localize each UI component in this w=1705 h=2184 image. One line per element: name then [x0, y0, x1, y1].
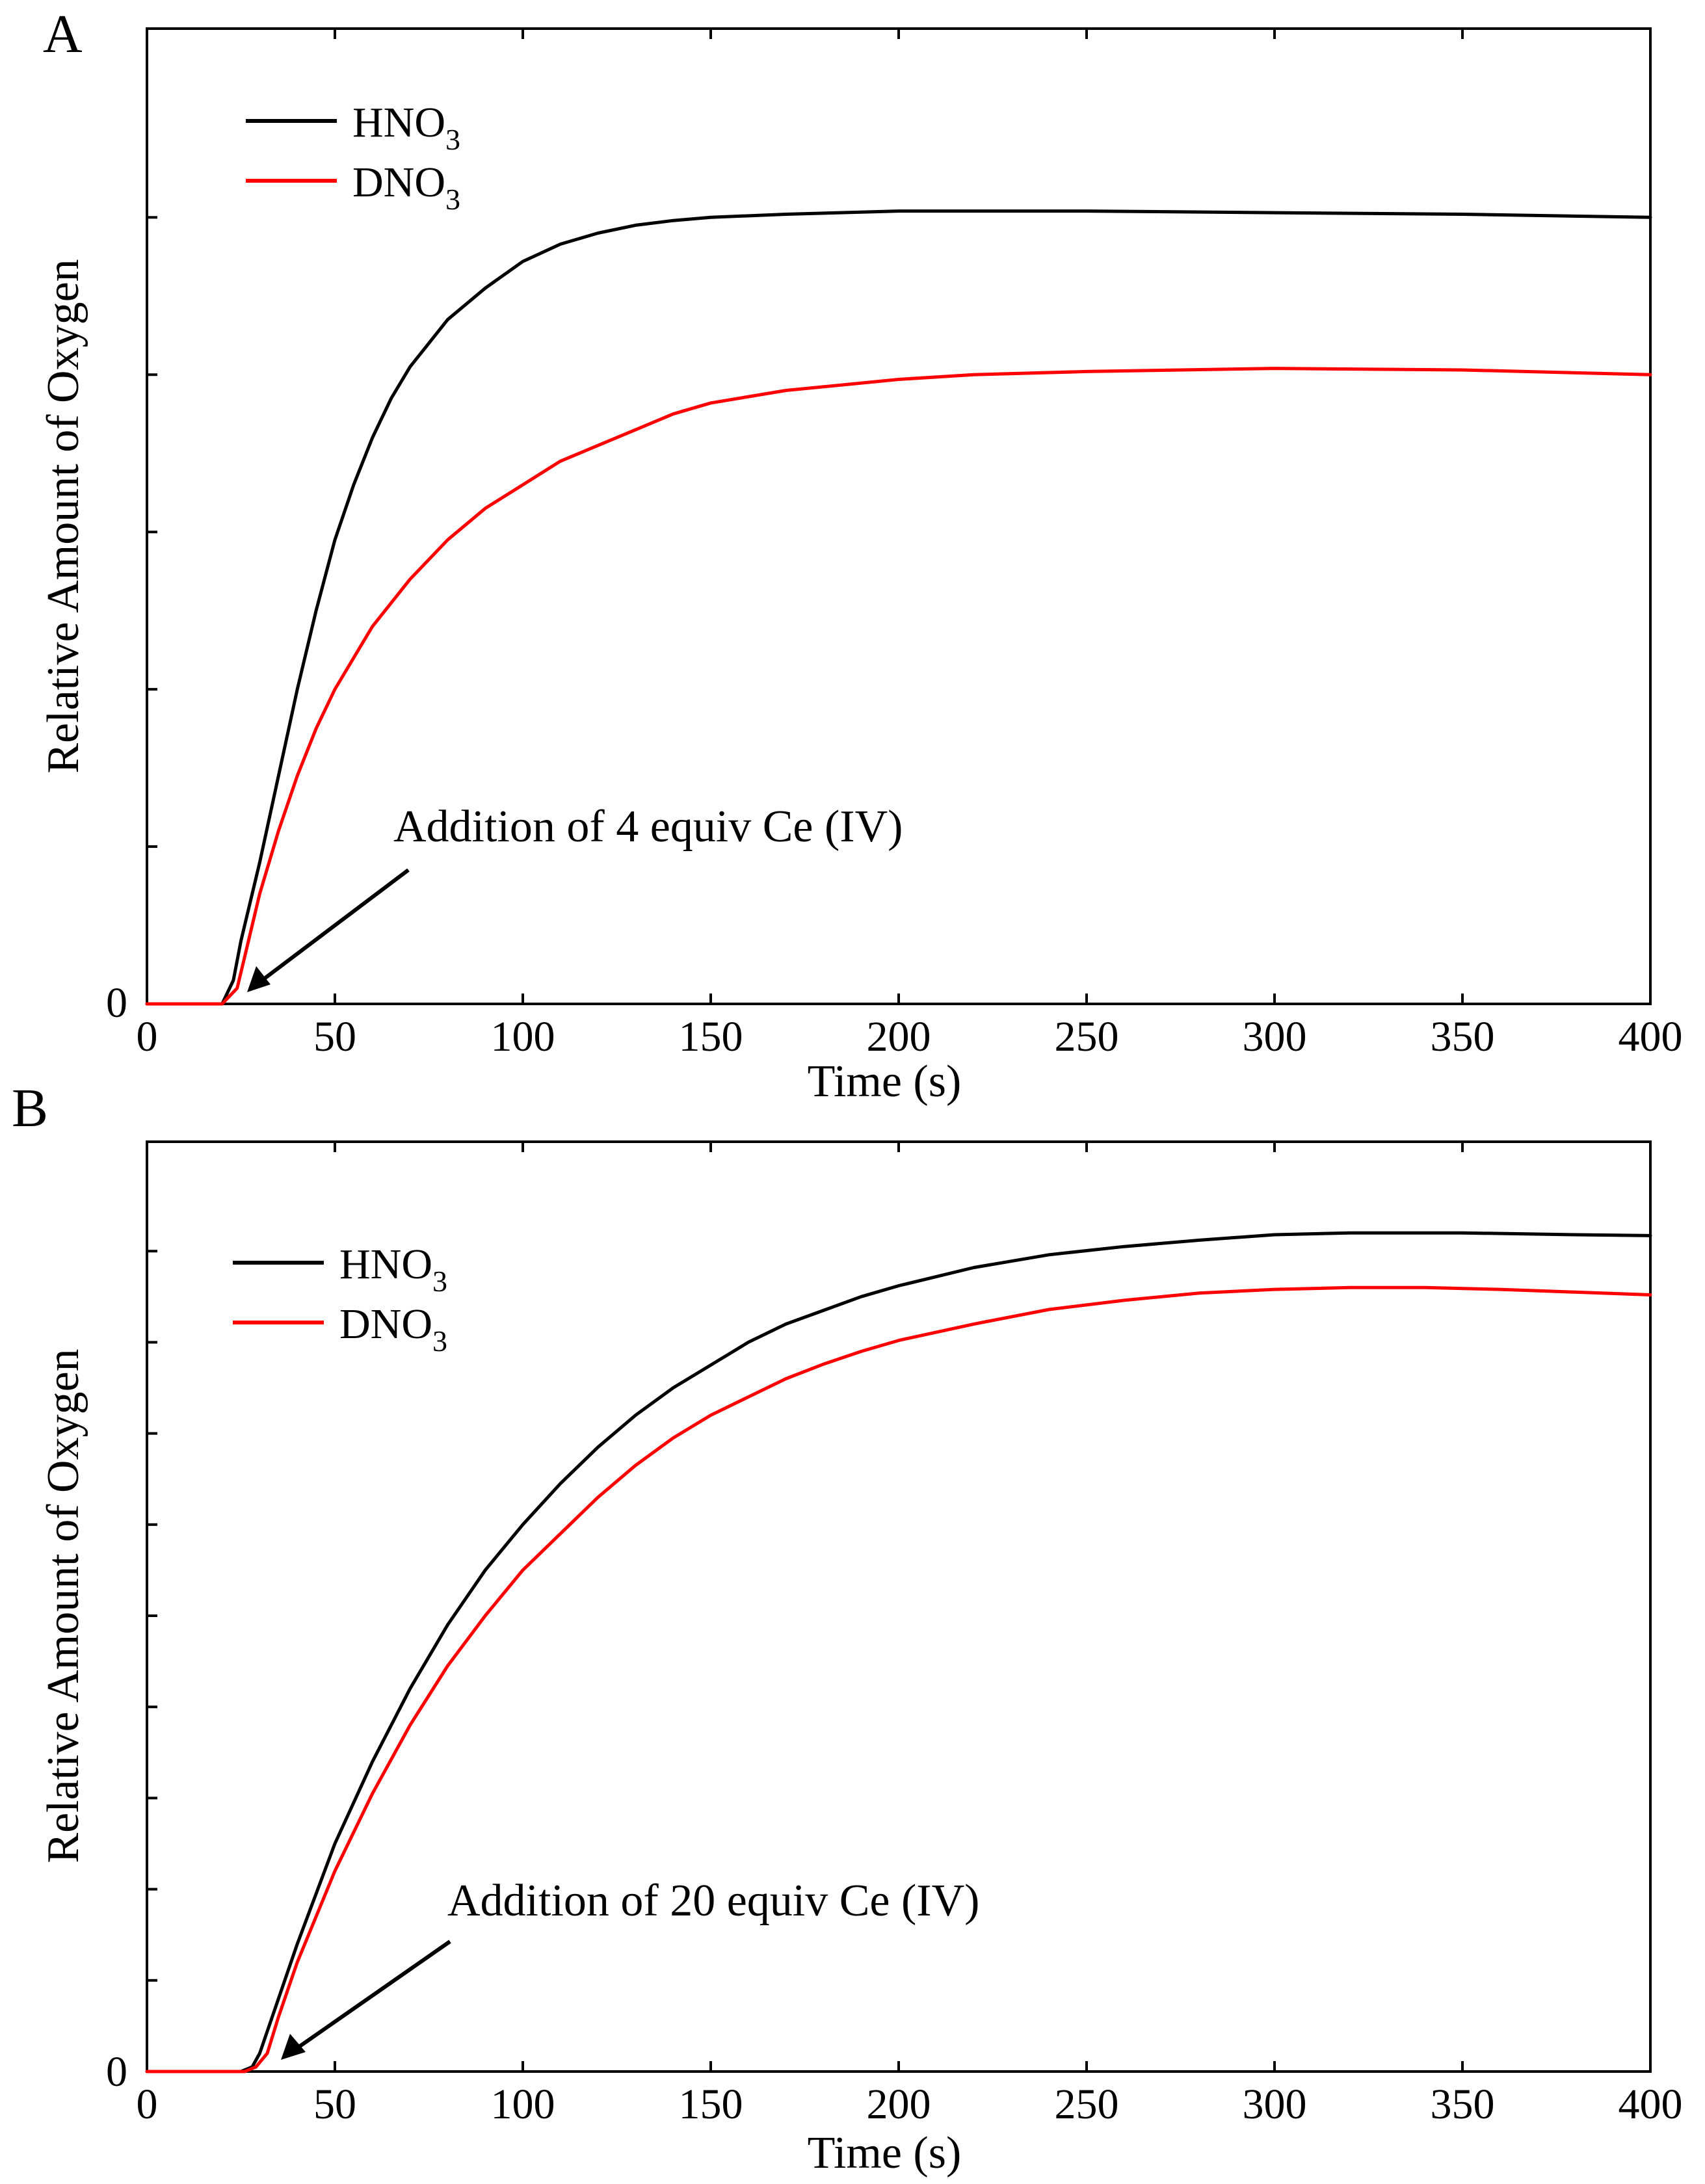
panel-b-x-tick-label-100: 100: [491, 2081, 555, 2128]
panel-b-x-tick-label-200: 200: [867, 2081, 931, 2128]
panel-b-annotation-arrow-shaft: [294, 1940, 451, 2051]
panel-b-legend-label-dno3: DNO3: [339, 1300, 447, 1358]
panel-b-annotation-arrow-head: [281, 2034, 306, 2060]
panel-b-y-tick-label-0: 0: [106, 2048, 127, 2096]
panel-b-ticks: 0 50 100 150 200 250 300 350 400: [137, 1142, 1683, 2128]
panel-a-series: [145, 209, 1652, 1006]
panel-b-x-tick-label-400: 400: [1619, 2081, 1683, 2128]
panel-b-x-tick-label-300: 300: [1243, 2081, 1307, 2128]
panel-b-annotation-text: Addition of 20 equiv Ce (IV): [447, 1876, 979, 1926]
panel-a-x-tick-label-50: 50: [313, 1013, 356, 1060]
panel-a-legend-label-hno3: HNO3: [352, 99, 460, 156]
panel-a-x-tick-label-250: 250: [1055, 1013, 1119, 1060]
panel-b: B 0 50 100 150 200 250 300 350 400 0 Time (s) Re…: [12, 1078, 1683, 2178]
panel-b-x-tick-label-350: 350: [1431, 2081, 1495, 2128]
panel-a-annotation: Addition of 4 equiv Ce (IV): [247, 802, 903, 992]
panel-b-series-dno3-line: [145, 1285, 1652, 2073]
panel-b-x-tick-label-50: 50: [313, 2081, 356, 2128]
panel-b-x-tick-label-150: 150: [679, 2081, 743, 2128]
panel-a-x-axis-label: Time (s): [808, 1057, 962, 1107]
panel-a-x-tick-label-400: 400: [1619, 1013, 1683, 1060]
panel-a-annotation-arrow-head: [247, 966, 271, 992]
panel-a-x-tick-label-200: 200: [867, 1013, 931, 1060]
panel-a-x-tick-label-300: 300: [1243, 1013, 1307, 1060]
panel-a-x-tick-label-350: 350: [1431, 1013, 1495, 1060]
panel-a-y-axis-label: Relative Amount of Oxygen: [38, 259, 88, 773]
panel-b-legend-label-hno3: HNO3: [339, 1241, 447, 1298]
panel-b-series-hno3-line: [145, 1231, 1652, 2073]
panel-b-x-axis-label: Time (s): [808, 2128, 962, 2178]
panel-a-annotation-text: Addition of 4 equiv Ce (IV): [393, 802, 903, 852]
panel-b-x-tick-label-0: 0: [137, 2081, 158, 2128]
panel-b-y-axis-label: Relative Amount of Oxygen: [38, 1349, 88, 1863]
panel-a-legend: HNO3 DNO3: [246, 99, 460, 216]
panel-b-x-tick-label-250: 250: [1055, 2081, 1119, 2128]
panel-b-annotation: Addition of 20 equiv Ce (IV): [281, 1876, 979, 2060]
panel-a: A 0 50 100 150 200 250 300 350 400 0 Time (s) Re…: [38, 4, 1683, 1107]
panel-a-x-tick-label-100: 100: [491, 1013, 555, 1060]
panel-a-series-hno3-line: [145, 209, 1652, 1006]
panel-a-ticks: 0 50 100 150 200 250 300 350 400: [137, 29, 1683, 1060]
panel-a-series-dno3-line: [145, 367, 1652, 1006]
panel-b-series: [145, 1231, 1652, 2073]
panel-a-x-tick-label-0: 0: [137, 1013, 158, 1060]
panel-a-letter: A: [43, 4, 83, 64]
panel-a-y-tick-label-0: 0: [106, 979, 127, 1027]
panel-b-letter: B: [12, 1078, 48, 1138]
panel-b-legend: HNO3 DNO3: [233, 1241, 447, 1358]
panel-a-annotation-arrow-shaft: [259, 868, 410, 984]
panel-a-x-tick-label-150: 150: [679, 1013, 743, 1060]
panel-a-legend-label-dno3: DNO3: [352, 159, 460, 216]
